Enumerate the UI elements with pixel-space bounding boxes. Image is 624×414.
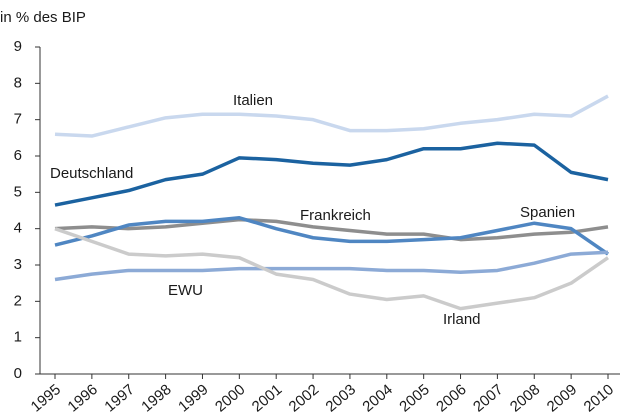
x-tick-label: 2010: [581, 381, 617, 414]
x-tick-label: 1995: [28, 381, 64, 414]
series-line: [54, 94, 609, 138]
series-label: EWU: [168, 282, 203, 299]
series-line: [54, 216, 609, 256]
y-tick-label: 0: [14, 365, 22, 382]
series-label: Irland: [443, 311, 481, 328]
y-tick-label: 2: [14, 292, 22, 309]
x-tick-label: 2002: [286, 381, 322, 414]
x-tick-label: 2001: [249, 381, 285, 414]
series-label: Italien: [233, 92, 273, 109]
series-label: Frankreich: [300, 207, 371, 224]
y-tick-label: 4: [14, 220, 22, 237]
y-tick-label: 1: [14, 329, 22, 346]
y-tick-label: 9: [14, 38, 22, 55]
y-tick-label: 3: [14, 256, 22, 273]
series-line: [54, 250, 609, 282]
x-tick-label: 2000: [212, 381, 248, 414]
x-tick-label: 2008: [507, 381, 543, 414]
x-tick-label: 1996: [64, 381, 100, 414]
y-tick-label: 8: [14, 74, 22, 91]
x-tick-label: 2007: [470, 381, 506, 414]
series-line: [54, 141, 609, 207]
x-tick-label: 2005: [396, 381, 432, 414]
series-label: Deutschland: [50, 165, 133, 182]
x-tick-label: 2006: [433, 381, 469, 414]
y-tick-label: 7: [14, 111, 22, 128]
x-tick-label: 1997: [101, 381, 137, 414]
y-tick-label: 6: [14, 147, 22, 164]
x-tick-label: 2009: [544, 381, 580, 414]
y-tick-label: 5: [14, 183, 22, 200]
x-tick-label: 2003: [323, 381, 359, 414]
x-tick-label: 2004: [359, 381, 395, 414]
series-label: Spanien: [520, 204, 575, 221]
y-axis-label: in % des BIP: [0, 9, 86, 26]
x-tick-label: 1999: [175, 381, 211, 414]
series-line: [54, 227, 609, 311]
x-tick-label: 1998: [138, 381, 174, 414]
series-line: [54, 217, 609, 242]
